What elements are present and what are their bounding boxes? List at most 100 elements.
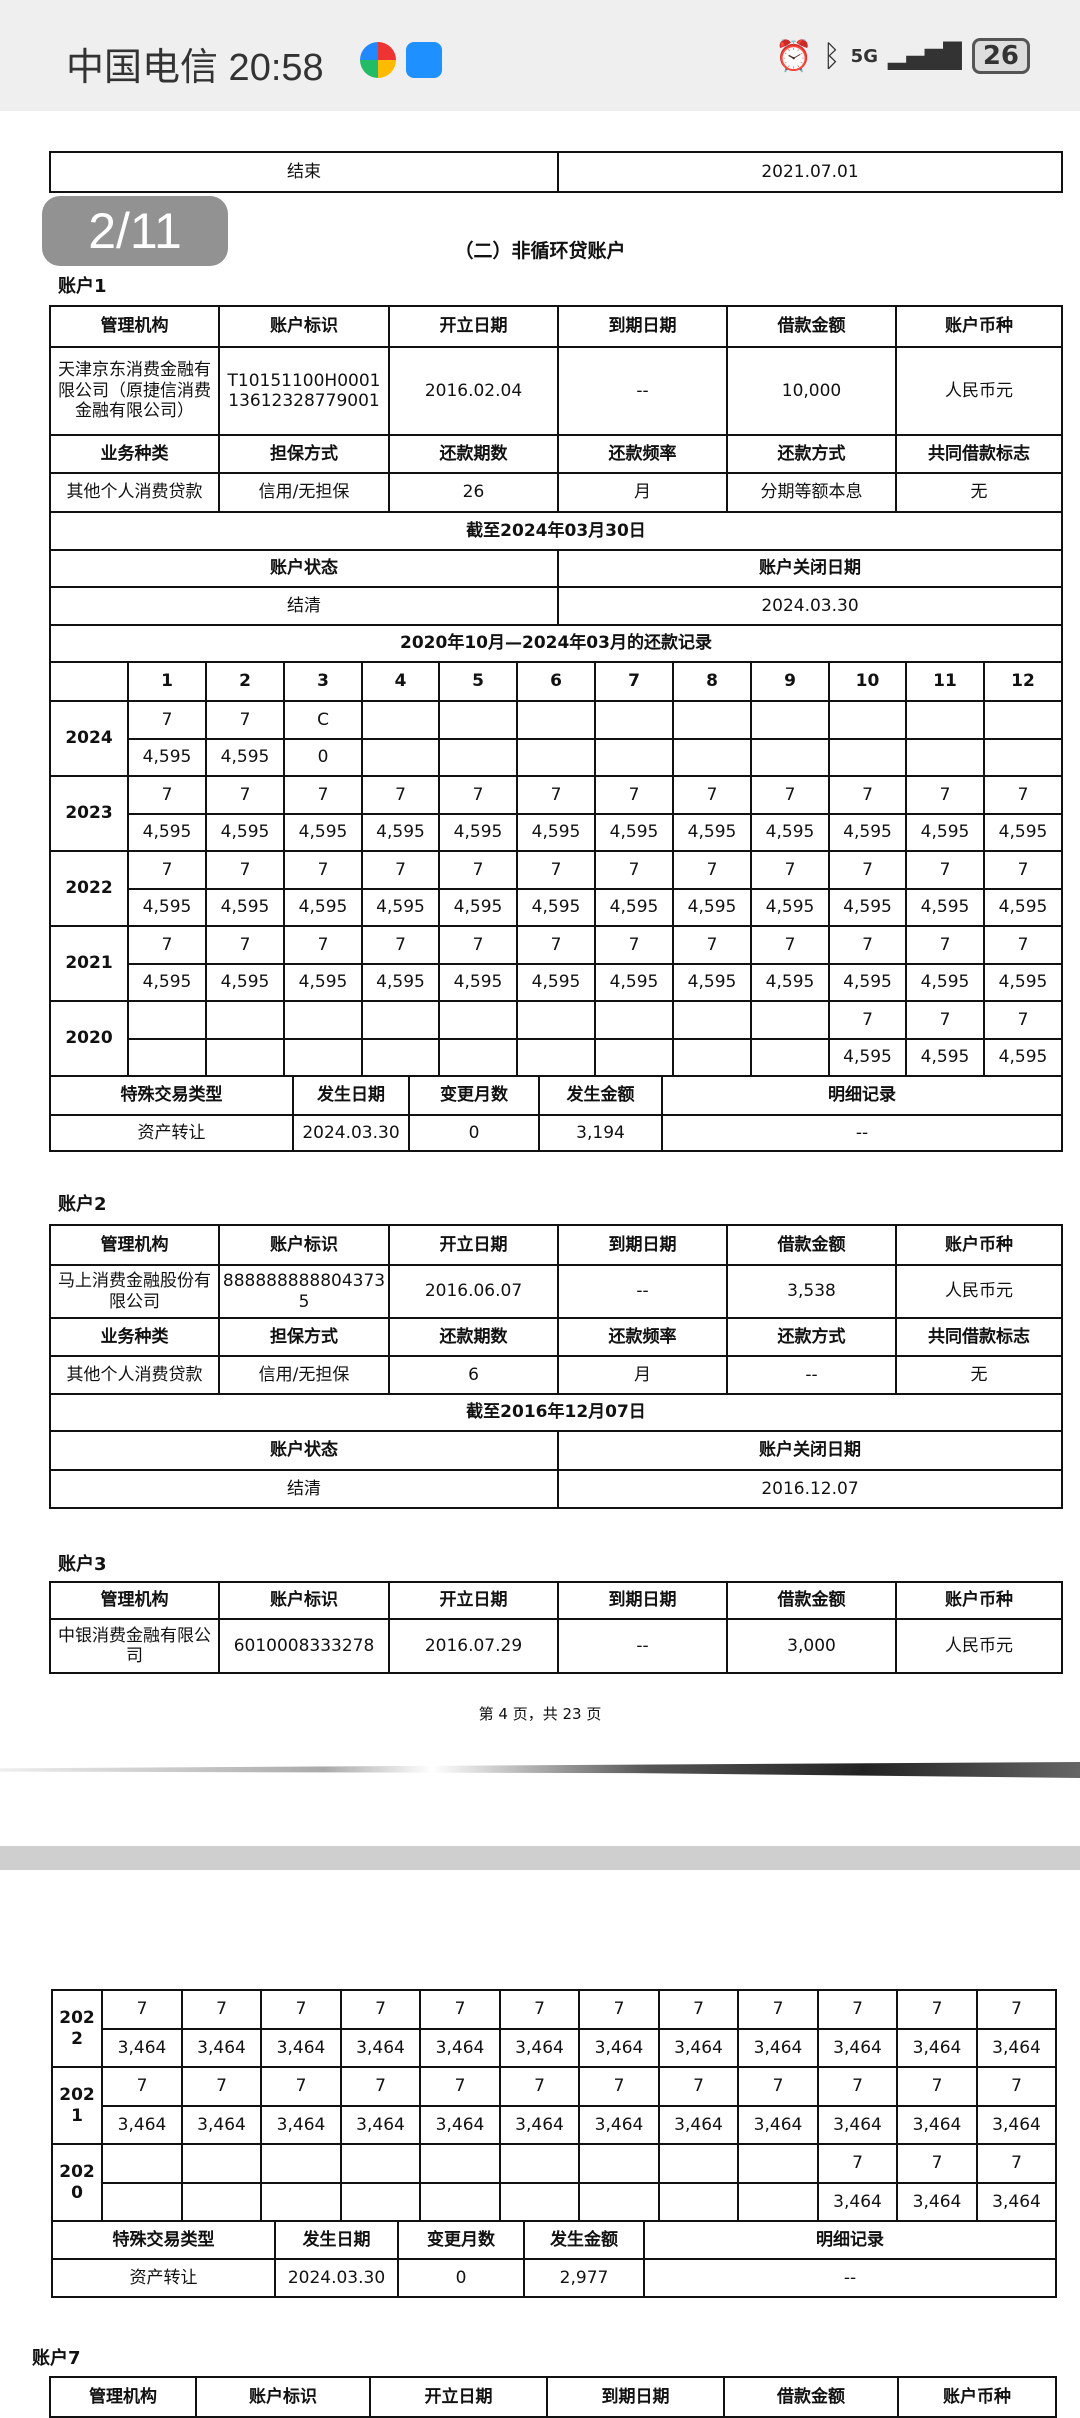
table-cell bbox=[516, 737, 596, 777]
table-row: 资产转让 2024.03.30 0 2,977 -- bbox=[51, 2258, 1057, 2298]
table-row: 天津京东消费金融有限公司（原捷信消费金融有限公司） T10151100H0001 … bbox=[49, 346, 1063, 436]
table-cell bbox=[658, 2143, 739, 2184]
table-cell: 7 bbox=[283, 925, 363, 965]
table-cell: 3,464 bbox=[896, 2181, 978, 2222]
header-cell: 账户标识 bbox=[195, 2376, 371, 2418]
table-cell: 3,464 bbox=[976, 2027, 1057, 2068]
table-cell: 7 bbox=[983, 850, 1063, 890]
table-cell: 7 bbox=[905, 925, 985, 965]
header-cell: 截至2024年03月30日 bbox=[49, 511, 1063, 551]
header-cell: 管理机构 bbox=[49, 1581, 220, 1620]
table-cell: 人民币元 bbox=[895, 1264, 1063, 1319]
header-cell: 明细记录 bbox=[643, 2220, 1057, 2260]
table-cell: 4,595 bbox=[750, 887, 830, 927]
table-cell: 4,595 bbox=[283, 812, 363, 852]
table-cell: 7 bbox=[750, 775, 830, 815]
table-cell: 7 bbox=[658, 1989, 739, 2030]
table-cell: 7 bbox=[594, 775, 674, 815]
table-cell: 7 bbox=[438, 925, 518, 965]
table-row: 2021 7 7 7 7 7 7 7 7 7 7 7 7 bbox=[51, 2066, 1057, 2145]
page-separator bbox=[0, 1846, 1080, 1870]
table-cell: 4,595 bbox=[283, 887, 363, 927]
header-cell: 11 bbox=[905, 661, 985, 702]
table-cell: 7 bbox=[516, 850, 596, 890]
table-cell: 4,595 bbox=[438, 887, 518, 927]
account-label: 账户7 bbox=[32, 2348, 81, 2369]
table-cell: 7 bbox=[516, 925, 596, 965]
table-cell: -- bbox=[557, 1264, 728, 1319]
table-cell: 7 bbox=[181, 2066, 262, 2107]
table-cell bbox=[340, 2181, 421, 2222]
table-cell: 7 bbox=[817, 1989, 898, 2030]
table-cell: 4,595 bbox=[361, 962, 440, 1002]
table-cell: 3,538 bbox=[726, 1264, 897, 1319]
table-cell: 4,595 bbox=[905, 812, 985, 852]
table-cell: 4,595 bbox=[828, 962, 907, 1002]
section-title: （二）非循环贷账户 bbox=[454, 240, 626, 262]
table-cell: -- bbox=[726, 1355, 897, 1395]
table-cell bbox=[578, 2181, 660, 2222]
table-row: 截至2016年12月07日 bbox=[49, 1393, 1063, 1432]
table-cell: 6010008333278 bbox=[218, 1618, 390, 1674]
table-cell: 4,595 bbox=[672, 962, 752, 1002]
table-cell: 7 bbox=[905, 1000, 985, 1040]
table-cell: 7 bbox=[976, 1989, 1057, 2030]
carrier-time: 中国电信 20:58 bbox=[66, 47, 324, 89]
header-cell: 账户币种 bbox=[895, 1224, 1063, 1266]
table-cell: 7 bbox=[737, 2066, 819, 2107]
table-cell: 7 bbox=[260, 1989, 342, 2030]
scan-edge bbox=[0, 1762, 1080, 1778]
table-row: 2021 7 7 7 7 7 7 7 7 7 7 7 7 bbox=[49, 925, 1063, 1002]
table-cell: 4,595 bbox=[594, 887, 674, 927]
account-label: 账户3 bbox=[58, 1554, 107, 1575]
table-cell: 4,595 bbox=[438, 962, 518, 1002]
header-cell: 2020 bbox=[51, 2143, 103, 2222]
table-cell: 0 bbox=[408, 1114, 540, 1152]
table-cell: 3,464 bbox=[578, 2027, 660, 2068]
table-cell bbox=[737, 2143, 819, 2184]
header-cell: 共同借款标志 bbox=[895, 434, 1063, 474]
table-cell: 4,595 bbox=[828, 1037, 907, 1077]
table-cell bbox=[905, 700, 985, 740]
table-cell: 3,464 bbox=[260, 2104, 342, 2145]
table-cell: 2024.03.30 bbox=[274, 2258, 399, 2298]
table-cell: 3,464 bbox=[817, 2104, 898, 2145]
table-cell: 4,595 bbox=[905, 887, 985, 927]
header-cell: 特殊交易类型 bbox=[49, 1075, 294, 1116]
table-cell: 3,464 bbox=[260, 2027, 342, 2068]
table-cell bbox=[594, 1000, 674, 1040]
signal-icon: 5G bbox=[850, 45, 878, 67]
table-cell bbox=[438, 1037, 518, 1077]
table-cell: 7 bbox=[340, 1989, 421, 2030]
header-cell: 2020年10月—2024年03月的还款记录 bbox=[49, 624, 1063, 663]
table-cell: 4,595 bbox=[828, 812, 907, 852]
table-cell bbox=[750, 1000, 830, 1040]
table-cell: 中银消费金融有限公司 bbox=[49, 1618, 220, 1674]
table-cell: 7 bbox=[905, 775, 985, 815]
table-cell: 3,464 bbox=[101, 2027, 183, 2068]
table-cell: 结束 bbox=[49, 151, 559, 193]
table-cell: 7 bbox=[737, 1989, 819, 2030]
table-row: 3,464 3,464 3,464 3,464 3,464 3,464 3,464 3,464… bbox=[52, 2104, 1057, 2145]
bluetooth-icon: ᛒ bbox=[822, 38, 841, 74]
table-cell bbox=[499, 2181, 580, 2222]
table-cell bbox=[594, 1037, 674, 1077]
table-cell: 7 bbox=[340, 2066, 421, 2107]
table-cell: 3,464 bbox=[181, 2027, 262, 2068]
header-cell: 管理机构 bbox=[49, 2376, 197, 2418]
table-cell bbox=[260, 2143, 342, 2184]
table-row: 4,595 4,595 0 bbox=[50, 737, 1063, 777]
header-cell: 2023 bbox=[49, 775, 129, 852]
table-cell: 2,977 bbox=[523, 2258, 645, 2298]
account7-info-table: 管理机构 账户标识 开立日期 到期日期 借款金额 账户币种 bbox=[49, 2376, 1057, 2418]
table-cell: 7 bbox=[817, 2066, 898, 2107]
table-cell: 4,595 bbox=[672, 812, 752, 852]
table-cell: 7 bbox=[750, 925, 830, 965]
header-cell: 到期日期 bbox=[546, 2376, 725, 2418]
header-cell: 2021 bbox=[49, 925, 129, 1002]
header-cell: 变更月数 bbox=[397, 2220, 525, 2260]
table-cell: 无 bbox=[895, 472, 1063, 513]
table-row: 资产转让 2024.03.30 0 3,194 -- bbox=[49, 1114, 1063, 1152]
table-cell: 7 bbox=[438, 850, 518, 890]
header-cell: 账户状态 bbox=[49, 1430, 559, 1471]
